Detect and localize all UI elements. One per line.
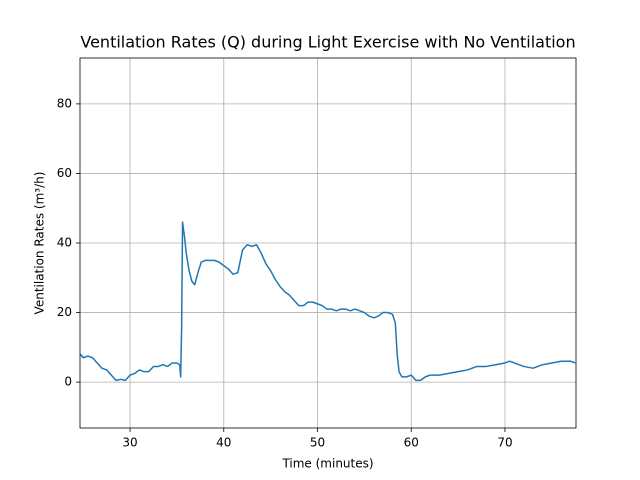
chart-title: Ventilation Rates (Q) during Light Exerc… — [80, 33, 575, 52]
x-tick-label: 50 — [310, 436, 325, 450]
y-axis-label: Ventilation Rates (m³/h) — [33, 172, 47, 315]
y-tick-label: 40 — [57, 236, 72, 250]
x-tick-label: 40 — [216, 436, 231, 450]
y-tick-label: 80 — [57, 96, 72, 110]
y-tick-label: 0 — [64, 375, 72, 389]
plot-frame — [79, 57, 577, 429]
data-line — [79, 221, 576, 382]
x-tick-label: 60 — [404, 436, 419, 450]
x-axis-label: Time (minutes) — [281, 457, 373, 471]
x-tick-label: 30 — [122, 436, 137, 450]
y-tick-label: 60 — [57, 166, 72, 180]
y-tick-label: 20 — [57, 305, 72, 319]
x-tick-label: 70 — [497, 436, 512, 450]
